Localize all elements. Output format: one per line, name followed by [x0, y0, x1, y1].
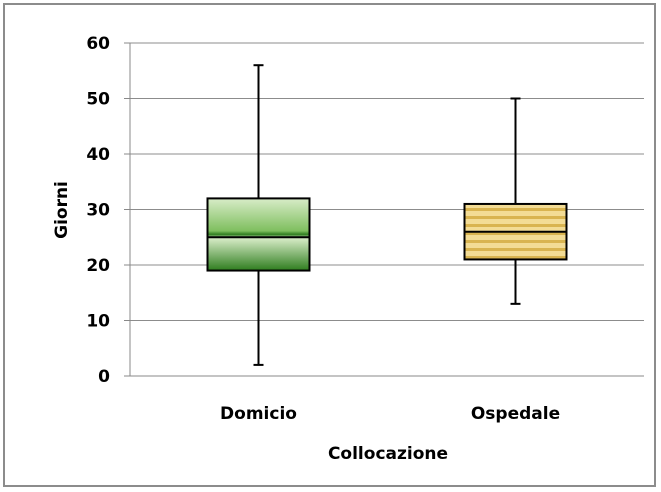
x-axis-label: Collocazione [328, 444, 448, 464]
iqr-box [206, 197, 311, 272]
x-tick-label: Domicio [220, 404, 297, 424]
y-tick-label: 0 [98, 367, 110, 387]
x-tick-label: Ospedale [471, 404, 560, 424]
y-tick-labels: 0 10 20 30 40 50 60 [86, 34, 110, 387]
y-tick-label: 40 [86, 145, 110, 165]
axes [129, 43, 644, 377]
box-domicio [206, 64, 311, 366]
x-tick-labels: Domicio Ospedale [220, 404, 560, 424]
y-tick-label: 30 [86, 201, 110, 221]
y-tick-label: 20 [86, 256, 110, 276]
y-tick-label: 50 [86, 90, 110, 110]
y-axis-label: Giorni [52, 181, 72, 239]
box-ospedale [463, 97, 568, 305]
boxes [206, 64, 568, 366]
y-tick-label: 60 [86, 34, 110, 54]
y-tick-label: 10 [86, 312, 110, 332]
